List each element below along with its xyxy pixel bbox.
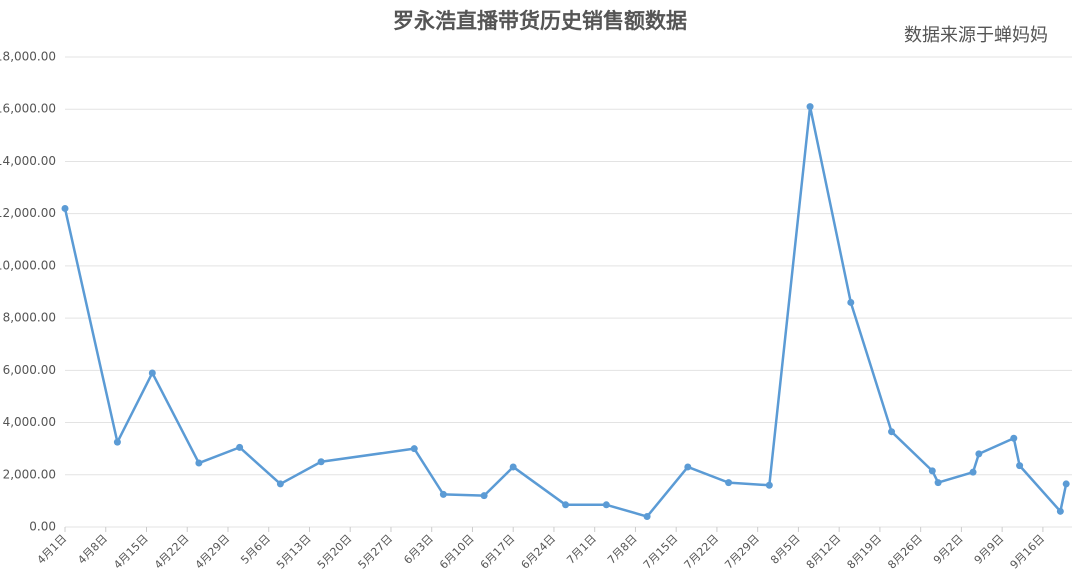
point — [480, 492, 488, 500]
chart-subtitle: 数据来源于蝉妈妈 — [904, 25, 1048, 46]
point — [236, 443, 244, 451]
x-tick-label: 5月20日 — [315, 532, 355, 572]
y-tick-label: 6,000.00 — [3, 363, 56, 377]
point — [1016, 462, 1024, 470]
x-tick-label: 4月1日 — [35, 532, 70, 567]
y-tick-label: 2,000.00 — [3, 467, 56, 481]
point — [439, 490, 447, 498]
x-tick-label: 8月19日 — [845, 532, 885, 572]
x-tick-label: 7月8日 — [605, 532, 640, 567]
y-tick-label: 12,000.00 — [0, 206, 56, 220]
x-tick-label: 9月9日 — [972, 532, 1007, 567]
x-tick-label: 4月22日 — [152, 532, 192, 572]
point — [1010, 434, 1018, 442]
point — [317, 458, 325, 466]
line — [63, 105, 1068, 518]
point — [509, 463, 517, 471]
point — [847, 298, 855, 306]
point — [1062, 480, 1070, 488]
x-tick-label: 4月29日 — [193, 532, 233, 572]
y-tick-label: 18,000.00 — [0, 50, 56, 64]
x-tick-label: 6月10日 — [437, 532, 477, 572]
x-tick-label: 7月15日 — [641, 532, 681, 572]
point — [969, 468, 977, 476]
x-tick-label: 9月2日 — [931, 532, 966, 567]
x-tick-label: 4月8日 — [75, 532, 110, 567]
point — [410, 445, 418, 453]
x-tick-label: 9月16日 — [1008, 532, 1048, 572]
point — [562, 501, 570, 509]
point — [61, 204, 69, 212]
y-tick-label: 4,000.00 — [3, 415, 56, 429]
y-tick-label: 10,000.00 — [0, 258, 56, 272]
x-tick-label: 4月15日 — [111, 532, 151, 572]
x-tick-label: 6月24日 — [519, 532, 559, 572]
chart-title: 罗永浩直播带货历史销售额数据 — [393, 9, 687, 33]
point — [276, 480, 284, 488]
point — [602, 501, 610, 509]
point — [928, 467, 936, 475]
y-tick-label: 8,000.00 — [3, 311, 56, 325]
x-tick-label: 6月17日 — [478, 532, 518, 572]
x-tick-label: 7月1日 — [564, 532, 599, 567]
point — [1056, 507, 1064, 515]
x-tick-label: 5月6日 — [238, 532, 273, 567]
point — [975, 450, 983, 458]
point — [643, 513, 651, 521]
point — [725, 479, 733, 487]
point — [113, 438, 121, 446]
x-tick-label: 8月12日 — [804, 532, 844, 572]
y-tick-label: 0.00 — [29, 520, 56, 534]
y-tick-label: 14,000.00 — [0, 154, 56, 168]
x-tick-label: 8月5日 — [768, 532, 803, 567]
point — [148, 369, 156, 377]
x-tick-label: 7月29日 — [722, 532, 762, 572]
x-tick-label: 7月22日 — [682, 532, 722, 572]
point — [934, 479, 942, 487]
point — [806, 103, 814, 111]
x-tick-label: 5月13日 — [274, 532, 314, 572]
point — [888, 428, 896, 436]
point — [684, 463, 692, 471]
point — [195, 459, 203, 467]
point — [765, 481, 773, 489]
x-tick-label: 6月3日 — [401, 532, 436, 567]
y-tick-label: 16,000.00 — [0, 102, 56, 116]
x-tick-label: 8月26日 — [885, 532, 925, 572]
x-tick-label: 5月27日 — [356, 532, 396, 572]
